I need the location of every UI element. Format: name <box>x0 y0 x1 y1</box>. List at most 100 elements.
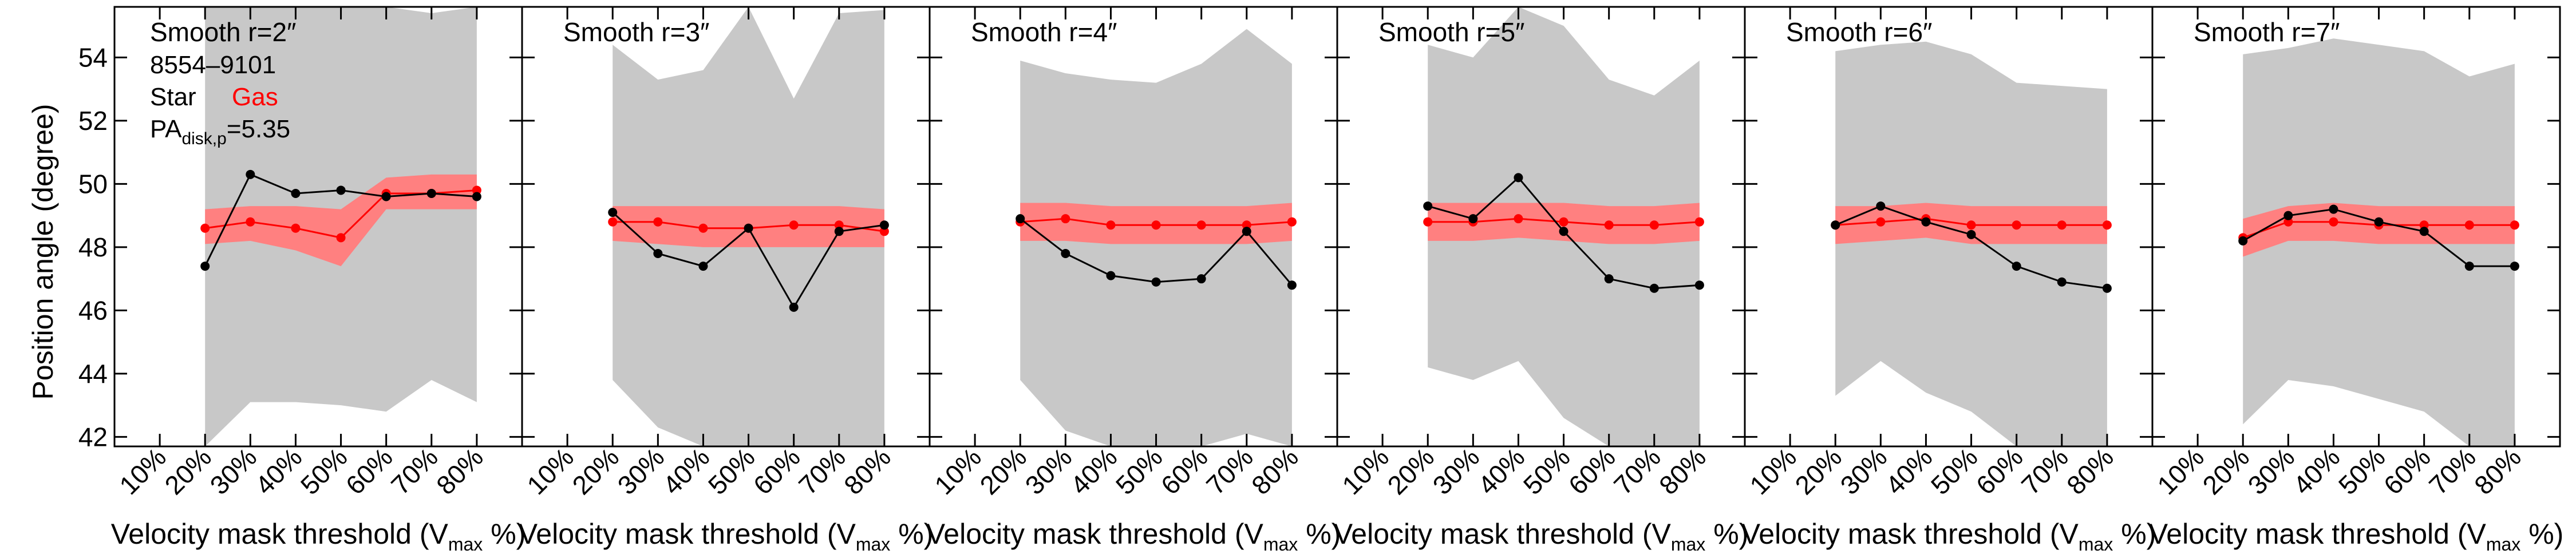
x-axis-title: Velocity mask threshold (Vmax %) <box>519 518 934 555</box>
gas-point <box>2102 220 2112 230</box>
x-tick-label: 70% <box>1200 442 1259 500</box>
star-point <box>426 188 436 198</box>
gas-point <box>2464 220 2474 230</box>
gas-point <box>2057 220 2067 230</box>
y-tick-label: 50 <box>78 169 108 199</box>
x-tick-label: 40% <box>1065 442 1123 500</box>
gas-point <box>200 223 210 233</box>
star-point <box>381 192 391 201</box>
gas-point <box>1061 214 1070 224</box>
gas-point <box>1694 217 1704 227</box>
x-tick-label: 60% <box>2378 442 2436 500</box>
star-point <box>1921 217 1931 227</box>
x-tick-label: 50% <box>2333 442 2391 500</box>
panels: 4244464850525410%20%30%40%50%60%70%80%Ve… <box>78 6 2564 555</box>
star-point <box>2057 277 2067 287</box>
x-tick-label: 50% <box>295 442 353 500</box>
x-axis-title: Velocity mask threshold (Vmax %) <box>2149 518 2564 555</box>
gas-point <box>698 223 708 233</box>
gas-point <box>1649 220 1659 230</box>
x-tick-label: 80% <box>430 442 489 500</box>
panel-4: 10%20%30%40%50%60%70%80% Velocity mask th… <box>1334 6 1749 555</box>
x-tick-label: 30% <box>204 442 263 500</box>
gas-point <box>879 227 889 236</box>
x-axis-title: Velocity mask threshold (Vmax %) <box>111 518 526 555</box>
x-tick-label: 60% <box>1155 442 1214 500</box>
x-axis-title: Velocity mask threshold (Vmax %) <box>1741 518 2156 555</box>
x-tick-label: 30% <box>1020 442 1078 500</box>
gas-band <box>205 174 477 267</box>
star-point <box>1649 283 1659 293</box>
gas-point <box>291 223 301 233</box>
gas-point <box>1106 220 1116 230</box>
star-point <box>744 223 753 233</box>
legend-gas: Gas <box>232 83 278 111</box>
gas-point <box>472 185 481 195</box>
gas-point <box>1151 220 1161 230</box>
y-tick-label: 48 <box>78 232 108 262</box>
y-axis-title: Position angle (degree) <box>27 104 59 400</box>
gas-band <box>2243 203 2515 257</box>
x-tick-label: 20% <box>1381 442 1440 500</box>
star-point <box>1831 220 1840 230</box>
x-tick-label: 60% <box>340 442 398 500</box>
gas-point <box>2510 220 2519 230</box>
star-point <box>1423 201 1433 211</box>
panel-6: 10%20%30%40%50%60%70%80% Velocity mask th… <box>2149 6 2564 555</box>
panel-3: 10%20%30%40%50%60%70%80% Velocity mask th… <box>926 6 1341 555</box>
gas-point <box>1876 217 1886 227</box>
x-tick-label: 50% <box>1110 442 1168 500</box>
x-tick-label: 30% <box>1427 442 1485 500</box>
gas-point <box>2329 217 2338 227</box>
x-tick-label: 20% <box>974 442 1032 500</box>
x-axis-title: Velocity mask threshold (Vmax %) <box>1334 518 1749 555</box>
star-point <box>1876 201 1886 211</box>
pa-disk-label: PAdisk,p=5.35 <box>150 115 290 148</box>
x-tick-label: 70% <box>793 442 851 500</box>
panel-title: Smooth r=4″ <box>971 17 1117 47</box>
panel-title: Smooth r=7″ <box>2194 17 2340 47</box>
star-point <box>472 192 481 201</box>
x-tick-label: 10% <box>521 442 579 500</box>
x-tick-label: 10% <box>1336 442 1394 500</box>
y-tick-label: 54 <box>78 42 108 72</box>
x-tick-label: 40% <box>1472 442 1531 500</box>
x-tick-label: 40% <box>2287 442 2346 500</box>
x-tick-label: 10% <box>1744 442 1802 500</box>
gas-point <box>1559 217 1568 227</box>
panel-title: Smooth r=3″ <box>563 17 709 47</box>
star-point <box>1151 277 1161 287</box>
gas-point <box>1966 220 1976 230</box>
gas-point <box>1196 220 1206 230</box>
gas-point <box>2419 220 2429 230</box>
gas-point <box>608 217 618 227</box>
star-point <box>2329 204 2338 214</box>
x-tick-label: 60% <box>1970 442 2029 500</box>
x-tick-label: 50% <box>1518 442 1576 500</box>
gas-point <box>789 220 799 230</box>
x-tick-label: 80% <box>2468 442 2527 500</box>
gas-point <box>1514 214 1523 224</box>
x-tick-label: 80% <box>1653 442 1712 500</box>
y-tick-label: 44 <box>78 359 108 389</box>
x-tick-label: 50% <box>1925 442 1984 500</box>
y-tick-label: 42 <box>78 422 108 452</box>
star-point <box>2238 236 2248 246</box>
star-point <box>1061 248 1070 258</box>
panel-frame <box>2151 6 2561 448</box>
star-point <box>2374 217 2384 227</box>
star-point <box>653 248 663 258</box>
star-point <box>291 188 301 198</box>
gas-point <box>1423 217 1433 227</box>
gas-point <box>1604 220 1614 230</box>
x-tick-label: 40% <box>657 442 716 500</box>
x-tick-label: 80% <box>2061 442 2119 500</box>
star-point <box>1106 271 1116 280</box>
x-tick-label: 20% <box>159 442 217 500</box>
panel-2: 10%20%30%40%50%60%70%80% Velocity mask th… <box>519 6 934 555</box>
panel-title: Smooth r=6″ <box>1786 17 1932 47</box>
panel-title: Smooth r=2″ <box>150 17 296 47</box>
gas-point <box>2283 217 2293 227</box>
star-point <box>834 227 844 236</box>
